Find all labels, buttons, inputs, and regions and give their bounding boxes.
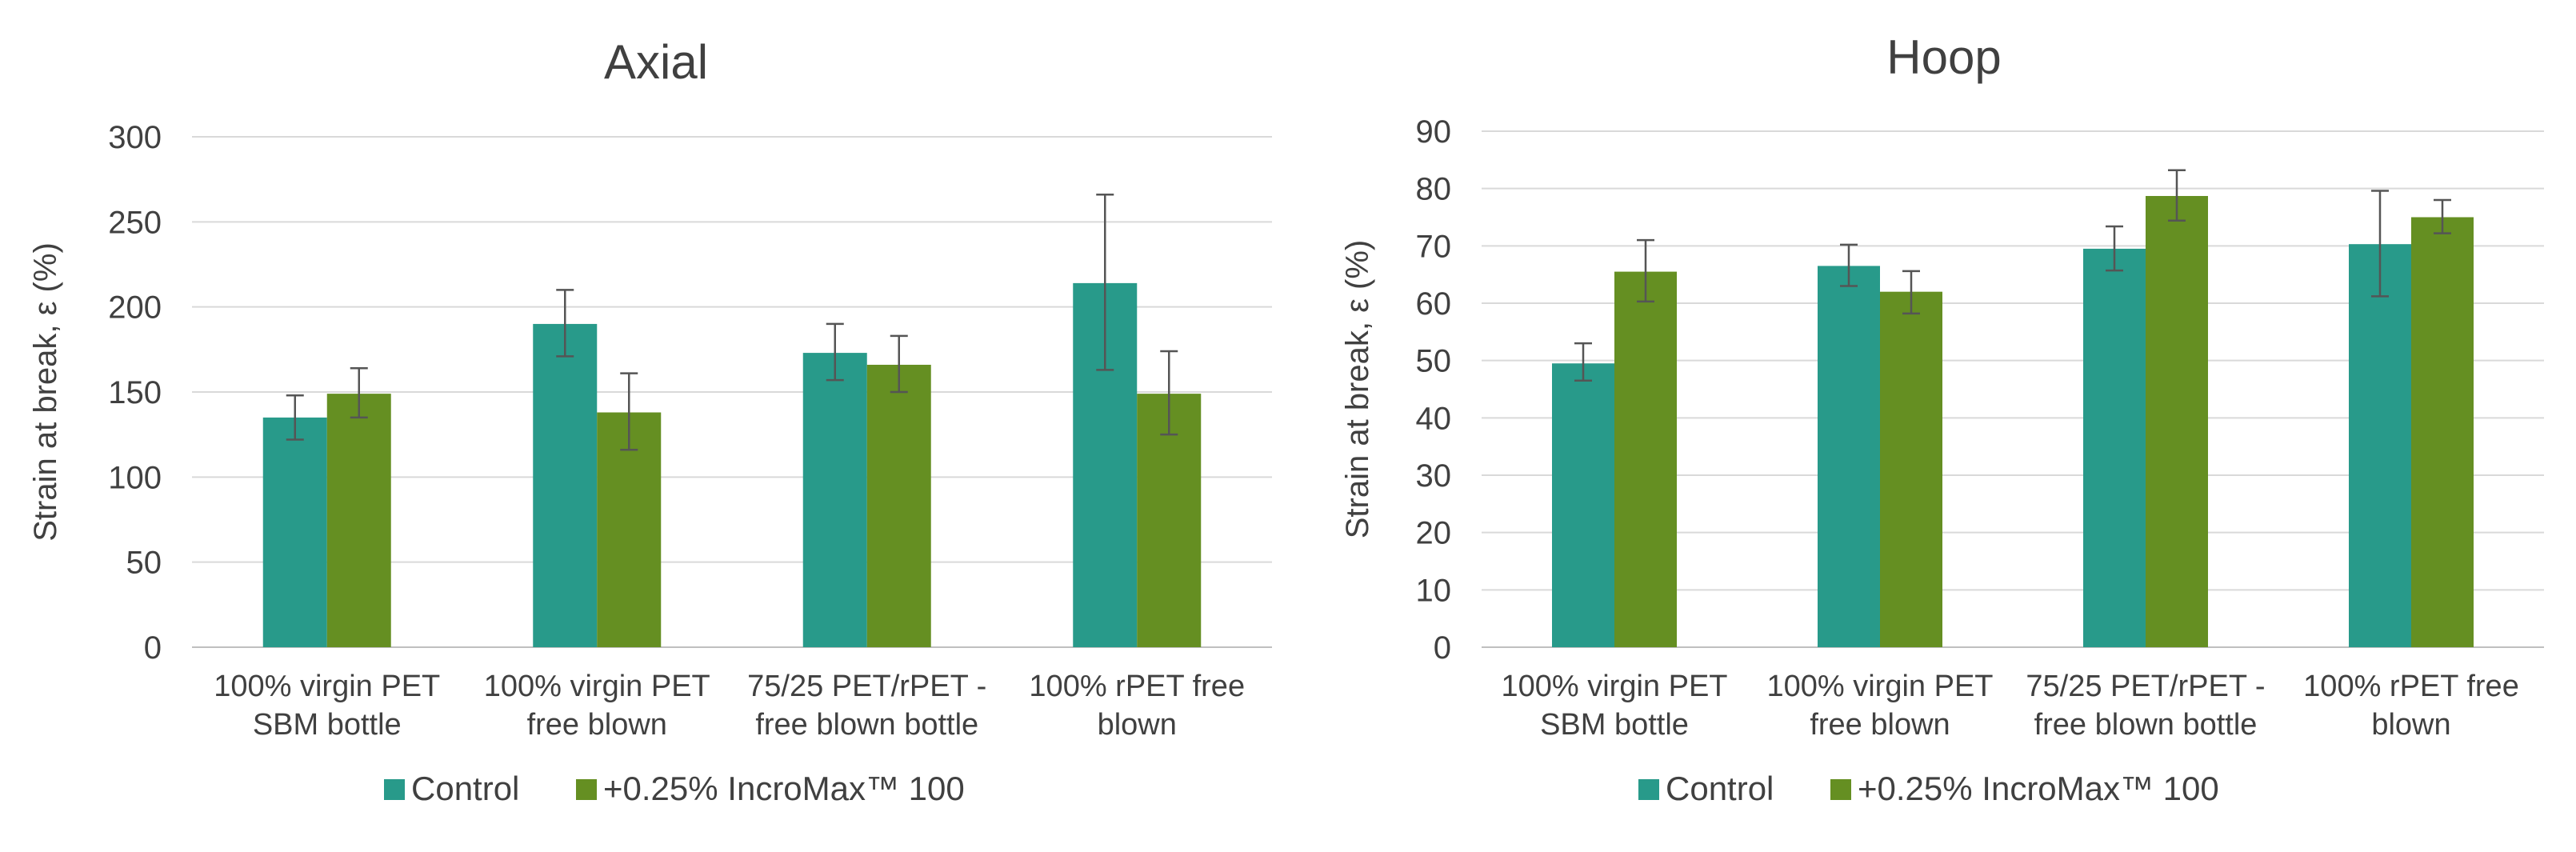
axial-category-label: free blown bottle — [755, 708, 978, 742]
hoop-legend-label-incromax: +0.25% IncroMax™ 100 — [1858, 770, 2219, 807]
axial-category-label: 100% virgin PET — [214, 670, 440, 703]
hoop-category-label: 100% rPET free — [2303, 670, 2519, 703]
axial-y-tick-label: 250 — [108, 205, 162, 240]
hoop-legend-swatch-incromax — [1830, 779, 1851, 800]
hoop-y-tick-label: 50 — [1416, 344, 1452, 379]
hoop-y-axis-label: Strain at break, ε (%) — [1340, 240, 1375, 539]
axial-chart-title: Axial — [604, 35, 708, 89]
axial-bar-incromax — [597, 412, 662, 647]
axial-bar-control — [262, 417, 327, 647]
hoop-category-label: 100% virgin PET — [1501, 670, 1727, 703]
axial-y-tick-label: 100 — [108, 460, 162, 495]
axial-bar-control — [533, 323, 598, 647]
axial-legend-label-incromax: +0.25% IncroMax™ 100 — [603, 770, 965, 807]
hoop-category-label: 100% virgin PET — [1766, 670, 1993, 703]
hoop-y-tick-label: 80 — [1416, 172, 1452, 207]
hoop-bar-incromax — [1880, 291, 1942, 647]
hoop-y-tick-label: 30 — [1416, 458, 1452, 494]
axial-legend-label-control: Control — [411, 770, 519, 807]
axial-category-label: 100% virgin PET — [484, 670, 710, 703]
hoop-y-tick-label: 70 — [1416, 229, 1452, 264]
axial-category-label: 100% rPET free — [1029, 670, 1245, 703]
axial-legend-swatch-incromax — [576, 779, 597, 800]
hoop-chart-title: Hoop — [1886, 30, 2001, 84]
hoop-bar-control — [1818, 266, 1880, 647]
axial-bar-control — [802, 353, 867, 647]
axial-category-label: blown — [1098, 708, 1177, 742]
axial-y-tick-label: 50 — [126, 546, 162, 581]
hoop-legend-swatch-control — [1638, 779, 1659, 800]
axial-legend-swatch-control — [384, 779, 405, 800]
hoop-category-label: free blown bottle — [2034, 708, 2258, 742]
axial-y-axis-label: Strain at break, ε (%) — [28, 242, 63, 542]
axial-y-tick-label: 0 — [144, 630, 162, 666]
hoop-category-label: blown — [2371, 708, 2450, 742]
axial-category-label: free blown — [527, 708, 667, 742]
hoop-y-tick-label: 20 — [1416, 516, 1452, 551]
hoop-category-label: free blown — [1810, 708, 1950, 742]
axial-category-label: 75/25 PET/rPET - — [747, 670, 986, 703]
hoop-category-label: SBM bottle — [1540, 708, 1689, 742]
hoop-bar-incromax — [2146, 195, 2208, 647]
hoop-legend-label-control: Control — [1666, 770, 1774, 807]
hoop-y-tick-label: 90 — [1416, 114, 1452, 150]
hoop-bar-incromax — [1614, 271, 1677, 647]
axial-y-tick-label: 200 — [108, 290, 162, 326]
axial-y-tick-label: 300 — [108, 120, 162, 155]
hoop-y-tick-label: 60 — [1416, 286, 1452, 322]
hoop-y-tick-label: 40 — [1416, 401, 1452, 436]
hoop-y-tick-label: 10 — [1416, 573, 1452, 608]
axial-bar-incromax — [326, 394, 391, 647]
axial-bar-incromax — [866, 364, 931, 647]
hoop-bar-control — [1552, 363, 1614, 647]
hoop-bar-control — [2083, 248, 2146, 647]
hoop-y-tick-label: 0 — [1434, 630, 1451, 666]
hoop-bar-incromax — [2411, 217, 2474, 647]
axial-bar-incromax — [1137, 394, 1202, 647]
axial-y-tick-label: 150 — [108, 375, 162, 410]
hoop-category-label: 75/25 PET/rPET - — [2026, 670, 2265, 703]
hoop-bar-control — [2349, 244, 2411, 647]
axial-category-label: SBM bottle — [253, 708, 402, 742]
